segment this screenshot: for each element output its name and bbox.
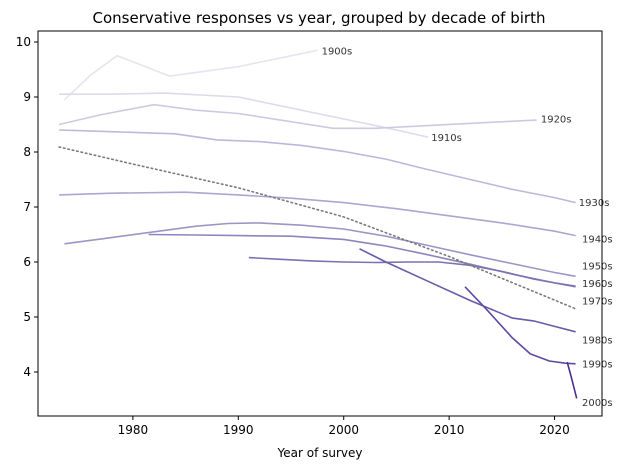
trend-line: [58, 146, 577, 310]
series-line-1900s: [63, 49, 318, 101]
y-tick-label: 10: [16, 35, 31, 49]
series-line-1920s: [58, 103, 537, 130]
series-label-1970s: 1970s: [582, 297, 613, 308]
series-label-2000s: 2000s: [582, 398, 613, 409]
x-tick-label: 1980: [118, 423, 149, 437]
y-tick-label: 9: [23, 90, 31, 104]
y-tick-label: 8: [23, 145, 31, 159]
trend-group: [58, 146, 577, 310]
y-tick-label: 7: [23, 200, 31, 214]
series-line-1990s: [464, 286, 576, 365]
plot-area: 1980 1990 2000 2010 2020 4 5 6 7 8 9 10 1900s 1910s…: [16, 30, 613, 437]
series-label-1940s: 1940s: [582, 234, 613, 245]
y-tick-label: 5: [23, 310, 31, 324]
y-tick-label: 4: [23, 365, 31, 379]
x-tick-label: 1990: [223, 423, 254, 437]
series-label-1990s: 1990s: [582, 359, 613, 370]
series-line-1960s: [148, 233, 576, 288]
series-label-1980s: 1980s: [582, 336, 613, 347]
x-axis-label: Year of survey: [277, 446, 363, 460]
series-label-1910s: 1910s: [431, 133, 462, 144]
x-tick-label: 2000: [328, 423, 359, 437]
series-line-1930s: [59, 129, 576, 204]
chart-title: Conservative responses vs year, grouped …: [93, 9, 546, 27]
series-label-1930s: 1930s: [579, 198, 610, 209]
series-label-1900s: 1900s: [322, 46, 353, 57]
x-tick-label: 2010: [434, 423, 465, 437]
series-labels: 1900s 1910s 1920s 1930s 1940s 1950s 1960s 1970s…: [322, 46, 613, 408]
series-line-1970s: [248, 256, 576, 287]
y-axis: 4 5 6 7 8 9 10: [16, 35, 38, 379]
series-line-2000s: [566, 361, 578, 399]
series-line-1950s: [64, 222, 576, 278]
y-tick-label: 6: [23, 255, 31, 269]
series-lines: [58, 49, 578, 399]
x-tick-label: 2020: [539, 423, 570, 437]
series-label-1950s: 1950s: [582, 261, 613, 272]
plot-frame: [37, 30, 603, 417]
series-label-1960s: 1960s: [582, 279, 613, 290]
x-axis: 1980 1990 2000 2010 2020: [118, 416, 570, 437]
series-label-1920s: 1920s: [541, 115, 572, 126]
series-line-1940s: [59, 191, 576, 237]
series-line-1980s: [359, 248, 576, 333]
